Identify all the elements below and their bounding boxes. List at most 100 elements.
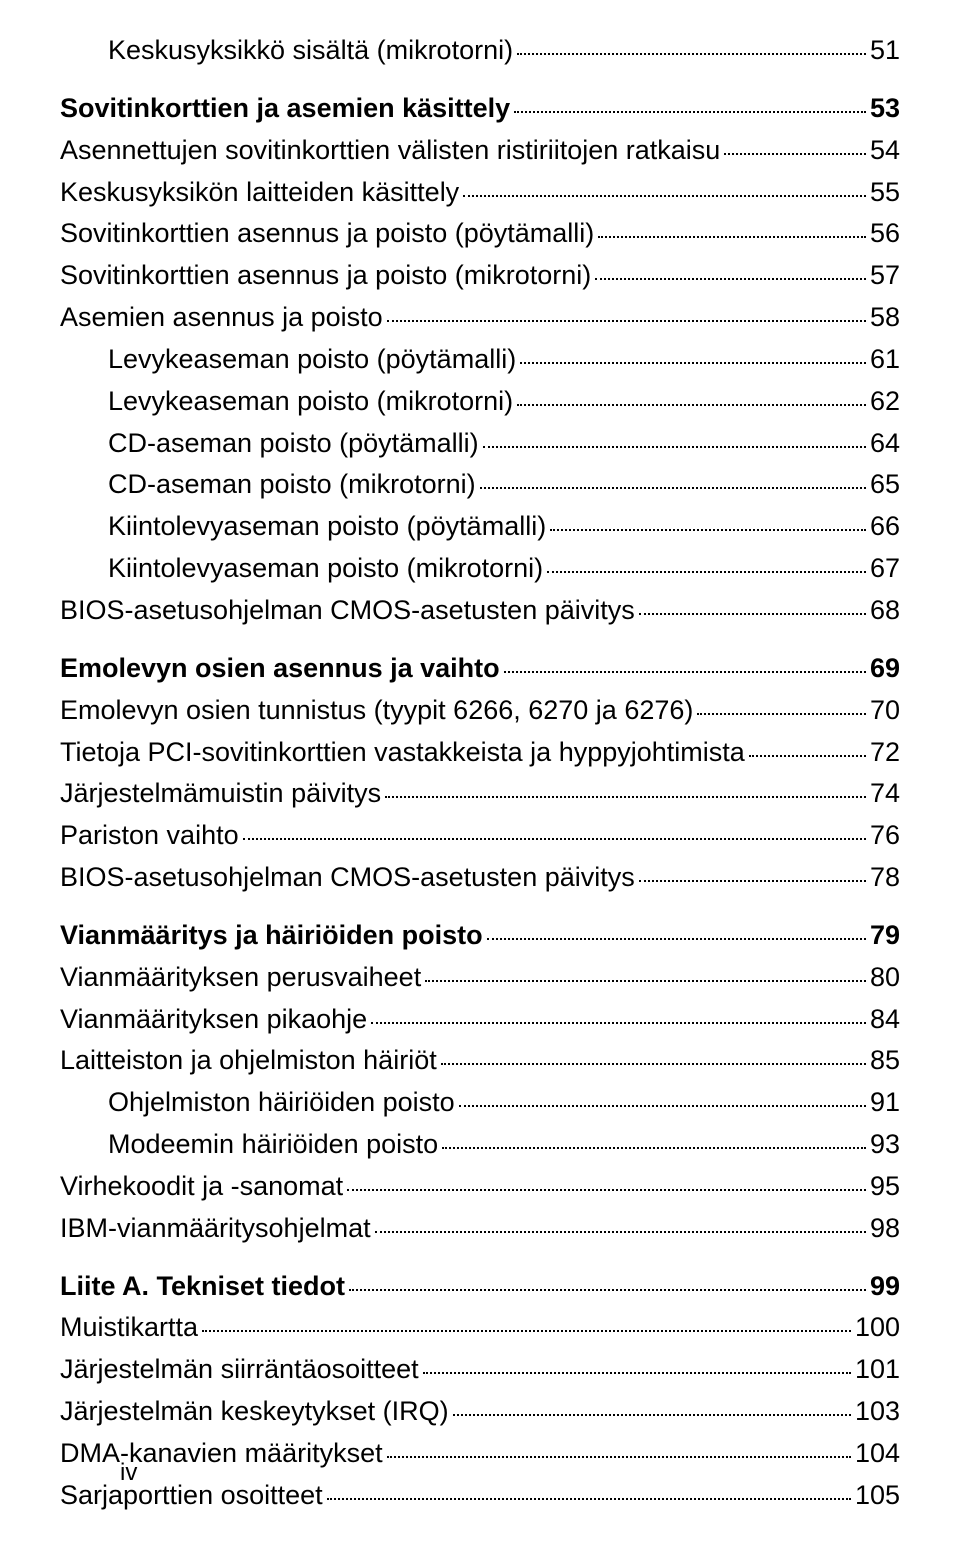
toc-entry-page: 65 — [870, 464, 900, 506]
toc-entry-page: 55 — [870, 172, 900, 214]
toc-entry-page: 79 — [870, 915, 900, 957]
toc-entry-title: BIOS-asetusohjelman CMOS-asetusten päivi… — [60, 590, 635, 632]
toc-entry: Asennettujen sovitinkorttien välisten ri… — [60, 130, 900, 172]
toc-leader — [453, 1414, 851, 1416]
toc-entry: Laitteiston ja ohjelmiston häiriöt 85 — [60, 1040, 900, 1082]
toc-leader — [347, 1189, 866, 1191]
toc-entry: Järjestelmän siirräntäosoitteet 101 — [60, 1349, 900, 1391]
toc-leader — [371, 1022, 866, 1024]
toc-entry-page: 76 — [870, 815, 900, 857]
toc-leader — [517, 53, 866, 55]
toc-entry-page: 93 — [870, 1124, 900, 1166]
toc-entry-page: 56 — [870, 213, 900, 255]
toc-leader — [639, 613, 866, 615]
toc-entry-title: Laitteiston ja ohjelmiston häiriöt — [60, 1040, 437, 1082]
toc-leader — [487, 938, 866, 940]
toc-entry-title: Sovitinkorttien ja asemien käsittely — [60, 88, 510, 130]
toc-entry-title: Muistikartta — [60, 1307, 198, 1349]
toc-entry: Keskusyksikkö sisältä (mikrotorni) 51 — [60, 30, 900, 72]
toc-entry-title: Järjestelmän keskeytykset (IRQ) — [60, 1391, 449, 1433]
toc-entry: Sovitinkorttien ja asemien käsittely 53 — [60, 88, 900, 130]
toc-leader — [639, 880, 866, 882]
toc-leader — [547, 571, 866, 573]
toc-entry-page: 84 — [870, 999, 900, 1041]
toc-entry-title: Sovitinkorttien asennus ja poisto (mikro… — [60, 255, 591, 297]
toc-entry: Sarjaporttien osoitteet 105 — [60, 1475, 900, 1517]
toc-entry-title: CD-aseman poisto (mikrotorni) — [108, 464, 476, 506]
toc-entry: Levykeaseman poisto (pöytämalli) 61 — [60, 339, 900, 381]
toc-entry-page: 64 — [870, 423, 900, 465]
toc-entry: Kiintolevyaseman poisto (mikrotorni) 67 — [60, 548, 900, 590]
toc-leader — [442, 1147, 866, 1149]
toc-entry-page: 67 — [870, 548, 900, 590]
toc-entry: Sovitinkorttien asennus ja poisto (mikro… — [60, 255, 900, 297]
toc-leader — [327, 1498, 851, 1500]
toc-entry-title: CD-aseman poisto (pöytämalli) — [108, 423, 479, 465]
toc-leader — [504, 671, 866, 673]
toc-entry: Tietoja PCI-sovitinkorttien vastakkeista… — [60, 732, 900, 774]
toc-entry: Vianmäärityksen pikaohje 84 — [60, 999, 900, 1041]
toc-entry-title: Järjestelmämuistin päivitys — [60, 773, 381, 815]
toc-entry: Emolevyn osien tunnistus (tyypit 6266, 6… — [60, 690, 900, 732]
toc-entry: Modeemin häiriöiden poisto 93 — [60, 1124, 900, 1166]
toc-entry-page: 95 — [870, 1166, 900, 1208]
toc-entry-page: 72 — [870, 732, 900, 774]
toc-leader — [480, 487, 866, 489]
toc-entry-title: Sarjaporttien osoitteet — [60, 1475, 323, 1517]
toc-entry-title: Vianmäärityksen pikaohje — [60, 999, 367, 1041]
toc-entry-title: Pariston vaihto — [60, 815, 239, 857]
toc-entry-page: 98 — [870, 1208, 900, 1250]
toc-entry-title: Liite A. Tekniset tiedot — [60, 1266, 345, 1308]
toc-entry: Sovitinkorttien asennus ja poisto (pöytä… — [60, 213, 900, 255]
toc-entry-title: Asemien asennus ja poisto — [60, 297, 383, 339]
toc-entry-title: Keskusyksikön laitteiden käsittely — [60, 172, 459, 214]
toc-entry-title: BIOS-asetusohjelman CMOS-asetusten päivi… — [60, 857, 635, 899]
toc-entry-page: 68 — [870, 590, 900, 632]
toc-entry-page: 61 — [870, 339, 900, 381]
toc-leader — [595, 278, 866, 280]
toc-entry-title: Vianmäärityksen perusvaiheet — [60, 957, 421, 999]
toc-entry: Muistikartta 100 — [60, 1307, 900, 1349]
toc-entry-title: Keskusyksikkö sisältä (mikrotorni) — [108, 30, 513, 72]
toc-leader — [349, 1289, 866, 1291]
toc-entry-title: Järjestelmän siirräntäosoitteet — [60, 1349, 419, 1391]
toc-entry-title: Kiintolevyaseman poisto (mikrotorni) — [108, 548, 543, 590]
toc-leader — [425, 980, 866, 982]
toc-entry-page: 66 — [870, 506, 900, 548]
toc-entry: Järjestelmämuistin päivitys 74 — [60, 773, 900, 815]
toc-entry-title: Levykeaseman poisto (pöytämalli) — [108, 339, 516, 381]
toc-entry: Emolevyn osien asennus ja vaihto 69 — [60, 648, 900, 690]
toc-entry-title: Modeemin häiriöiden poisto — [108, 1124, 438, 1166]
toc-entry-page: 85 — [870, 1040, 900, 1082]
toc-entry: Virhekoodit ja -sanomat 95 — [60, 1166, 900, 1208]
toc-entry-title: Emolevyn osien tunnistus (tyypit 6266, 6… — [60, 690, 693, 732]
toc-entry-page: 103 — [855, 1391, 900, 1433]
toc-entry-page: 91 — [870, 1082, 900, 1124]
toc-entry-title: Ohjelmiston häiriöiden poisto — [108, 1082, 455, 1124]
toc-entry-title: Virhekoodit ja -sanomat — [60, 1166, 343, 1208]
toc-leader — [202, 1330, 851, 1332]
toc-entry-title: Tietoja PCI-sovitinkorttien vastakkeista… — [60, 732, 745, 774]
toc-entry: Pariston vaihto 76 — [60, 815, 900, 857]
toc-leader — [387, 1456, 851, 1458]
toc-leader — [483, 446, 866, 448]
toc-leader — [441, 1063, 866, 1065]
toc-entry-title: Sovitinkorttien asennus ja poisto (pöytä… — [60, 213, 594, 255]
toc-entry-title: IBM-vianmääritysohjelmat — [60, 1208, 371, 1250]
toc-entry-page: 62 — [870, 381, 900, 423]
toc-leader — [697, 713, 866, 715]
toc-entry: Järjestelmän keskeytykset (IRQ) 103 — [60, 1391, 900, 1433]
toc-leader — [463, 195, 866, 197]
toc-leader — [517, 404, 866, 406]
toc-entry-page: 58 — [870, 297, 900, 339]
toc-entry: Vianmäärityksen perusvaiheet 80 — [60, 957, 900, 999]
toc-entry-page: 78 — [870, 857, 900, 899]
toc-leader — [520, 362, 866, 364]
toc-entry-page: 100 — [855, 1307, 900, 1349]
toc-leader — [385, 796, 866, 798]
toc-entry-title: Levykeaseman poisto (mikrotorni) — [108, 381, 513, 423]
toc-entry: Keskusyksikön laitteiden käsittely 55 — [60, 172, 900, 214]
toc-entry-title: Vianmääritys ja häiriöiden poisto — [60, 915, 483, 957]
toc-leader — [243, 838, 866, 840]
toc-leader — [749, 755, 866, 757]
